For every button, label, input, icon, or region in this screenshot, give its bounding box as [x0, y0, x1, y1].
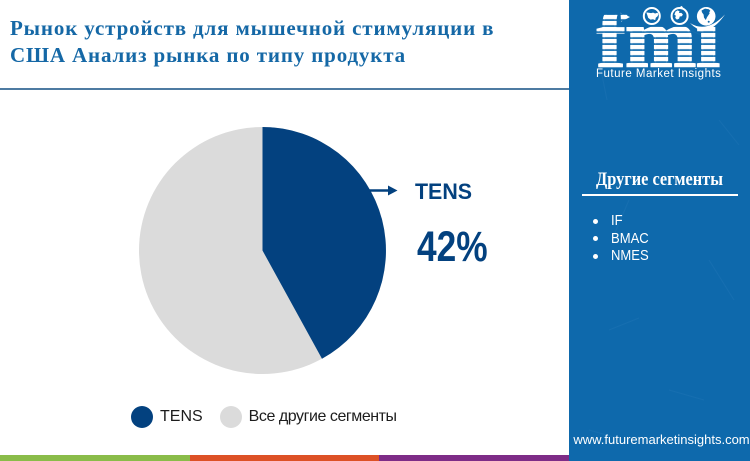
svg-text:Future Market Insights: Future Market Insights [596, 68, 721, 80]
svg-text:fmı: fmı [597, 0, 720, 86]
